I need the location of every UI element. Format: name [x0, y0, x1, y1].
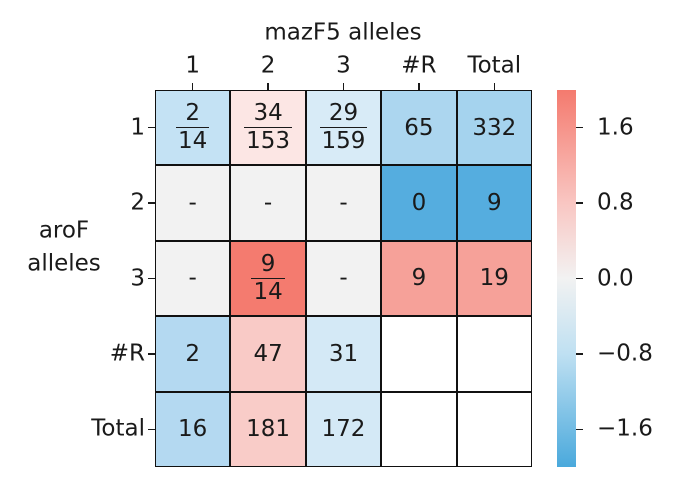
- row-tick: [148, 126, 155, 129]
- y-axis-label-line-1: aroF: [38, 217, 90, 244]
- colorbar-tick: [576, 353, 583, 355]
- heatmap-cell: [381, 316, 457, 392]
- cell-value: 19: [479, 265, 509, 292]
- heatmap-grid: 2 14 34 153 29 159 65 332- - -0 9-9 14-9 19 2 47 31 16 18…: [155, 90, 532, 467]
- heatmap-cell: 2 14: [155, 90, 231, 166]
- column-label: Total: [467, 52, 522, 79]
- colorbar-tick-label: 0.0: [597, 265, 634, 291]
- column-tick: [342, 83, 345, 90]
- cell-numerator: 2: [185, 100, 200, 127]
- column-tick: [493, 83, 496, 90]
- column-label: #R: [401, 52, 437, 79]
- colorbar-tick: [576, 428, 583, 431]
- cell-denominator: 14: [176, 127, 210, 155]
- column-label: 1: [185, 52, 201, 79]
- heatmap-cell: -: [155, 240, 231, 317]
- row-tick: [148, 277, 155, 280]
- cell-fraction: 2 14: [176, 100, 210, 155]
- cell-fraction: 9 14: [251, 250, 285, 305]
- row-label: Total: [91, 415, 145, 442]
- cell-value: 9: [486, 190, 502, 217]
- cell-denominator: 159: [319, 127, 368, 155]
- heatmap-cell: 65: [381, 90, 457, 166]
- heatmap-cell: 29 159: [305, 90, 382, 166]
- colorbar-tick: [576, 277, 583, 280]
- heatmap-cell: 2: [155, 316, 231, 392]
- cell-value: -: [339, 265, 348, 292]
- colorbar: [557, 90, 576, 467]
- cell-value: -: [339, 190, 348, 217]
- heatmap-cell: -: [305, 165, 382, 241]
- heatmap-cell: 19: [456, 240, 532, 317]
- heatmap-cell: [381, 391, 457, 467]
- cell-value: 0: [411, 190, 427, 217]
- heatmap-cell: 172: [305, 391, 382, 467]
- heatmap-cell: 31: [305, 316, 382, 392]
- cell-value: 16: [178, 416, 208, 443]
- colorbar-tick: [576, 202, 583, 204]
- colorbar-tick-label: 0.8: [597, 189, 634, 216]
- heatmap-cell: 9: [381, 240, 457, 317]
- cell-numerator: 34: [253, 100, 283, 127]
- heatmap-cell: [456, 316, 532, 392]
- cell-value: 9: [411, 265, 427, 292]
- heatmap-cell: 16: [155, 391, 231, 467]
- cell-value: -: [263, 190, 273, 217]
- column-tick: [267, 83, 269, 90]
- cell-value: 47: [253, 340, 283, 367]
- cell-numerator: 29: [328, 100, 359, 127]
- row-tick: [148, 202, 155, 204]
- colorbar-tick: [576, 126, 583, 129]
- row-label: 3: [130, 265, 145, 291]
- colorbar-tick-label: −0.8: [597, 340, 653, 367]
- heatmap-cell: 181: [230, 391, 306, 467]
- heatmap-cell: -: [230, 165, 306, 241]
- heatmap-cell: 9: [456, 165, 532, 241]
- cell-value: 2: [185, 340, 201, 367]
- heatmap-cell: -: [305, 240, 382, 317]
- heatmap-cell: 0: [381, 165, 457, 241]
- cell-value: 31: [328, 340, 359, 367]
- chart-title: mazF5 alleles: [264, 19, 422, 46]
- heatmap-cell: 332: [456, 90, 532, 166]
- cell-fraction: 29 159: [319, 100, 368, 155]
- colorbar-tick-label: −1.6: [597, 415, 653, 442]
- row-tick: [148, 428, 155, 431]
- row-label: 1: [130, 114, 145, 141]
- y-axis-label-line-2: alleles: [27, 250, 101, 277]
- cell-fraction: 34 153: [244, 100, 293, 155]
- column-tick: [191, 83, 194, 90]
- colorbar-tick-label: 1.6: [597, 114, 634, 141]
- heatmap-cell: [456, 391, 532, 467]
- cell-denominator: 153: [244, 127, 293, 155]
- cell-value: 65: [404, 114, 434, 141]
- heatmap-cell: 34 153: [230, 90, 306, 166]
- column-label: 2: [260, 52, 276, 79]
- heatmap-cell: 9 14: [230, 240, 306, 317]
- row-label: #R: [109, 340, 145, 367]
- cell-denominator: 14: [251, 277, 285, 305]
- column-label: 3: [336, 52, 351, 79]
- heatmap-cell: 47: [230, 316, 306, 392]
- cell-value: 332: [472, 114, 517, 141]
- cell-value: -: [188, 265, 197, 292]
- heatmap-cell: -: [155, 165, 231, 241]
- column-tick: [418, 83, 420, 90]
- cell-value: 181: [246, 416, 291, 443]
- cell-numerator: 9: [260, 250, 276, 277]
- cell-value: 172: [321, 416, 366, 443]
- row-tick: [148, 353, 155, 355]
- row-label: 2: [130, 189, 145, 216]
- cell-value: -: [188, 190, 197, 217]
